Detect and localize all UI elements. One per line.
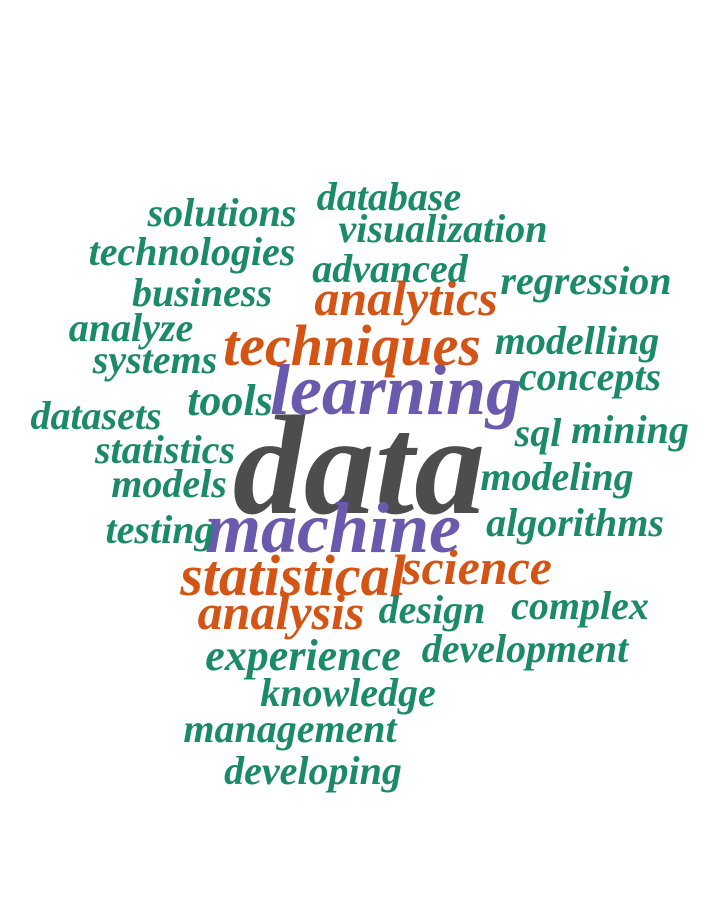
- word-testing: testing: [106, 507, 215, 552]
- word-techniques: techniques: [223, 313, 481, 378]
- word-developing: developing: [224, 748, 402, 793]
- word-design: design: [379, 587, 486, 632]
- word-business: business: [132, 270, 272, 315]
- word-database: database: [317, 174, 461, 219]
- word-regression: regression: [500, 258, 671, 303]
- word-complex: complex: [511, 583, 649, 628]
- word-advanced: advanced: [312, 246, 469, 291]
- word-concepts: concepts: [519, 354, 661, 399]
- word-machine: machine: [205, 488, 461, 568]
- word-statistical: statistical: [179, 543, 406, 608]
- word-analytics: analytics: [314, 270, 497, 326]
- word-sql: sql: [514, 410, 563, 455]
- word-modelling: modelling: [495, 318, 659, 363]
- word-management: management: [183, 706, 398, 751]
- word-knowledge: knowledge: [260, 670, 436, 715]
- word-experience: experience: [205, 631, 400, 680]
- word-analysis: analysis: [198, 584, 365, 640]
- word-visualization: visualization: [339, 206, 548, 251]
- word-tools: tools: [187, 376, 273, 425]
- word-technologies: technologies: [89, 229, 296, 274]
- word-solutions: solutions: [147, 190, 297, 235]
- word-models: models: [111, 461, 227, 506]
- word-statistics: statistics: [94, 427, 235, 472]
- word-development: development: [422, 626, 630, 671]
- word-datasets: datasets: [30, 393, 161, 438]
- word-modeling: modeling: [480, 454, 633, 499]
- word-science: science: [401, 539, 552, 595]
- word-systems: systems: [92, 337, 217, 382]
- word-mining: mining: [571, 407, 689, 452]
- word-learning: learning: [270, 350, 522, 430]
- word-analyze: analyze: [69, 305, 193, 350]
- word-data: data: [233, 386, 485, 544]
- word-algorithms: algorithms: [486, 500, 664, 545]
